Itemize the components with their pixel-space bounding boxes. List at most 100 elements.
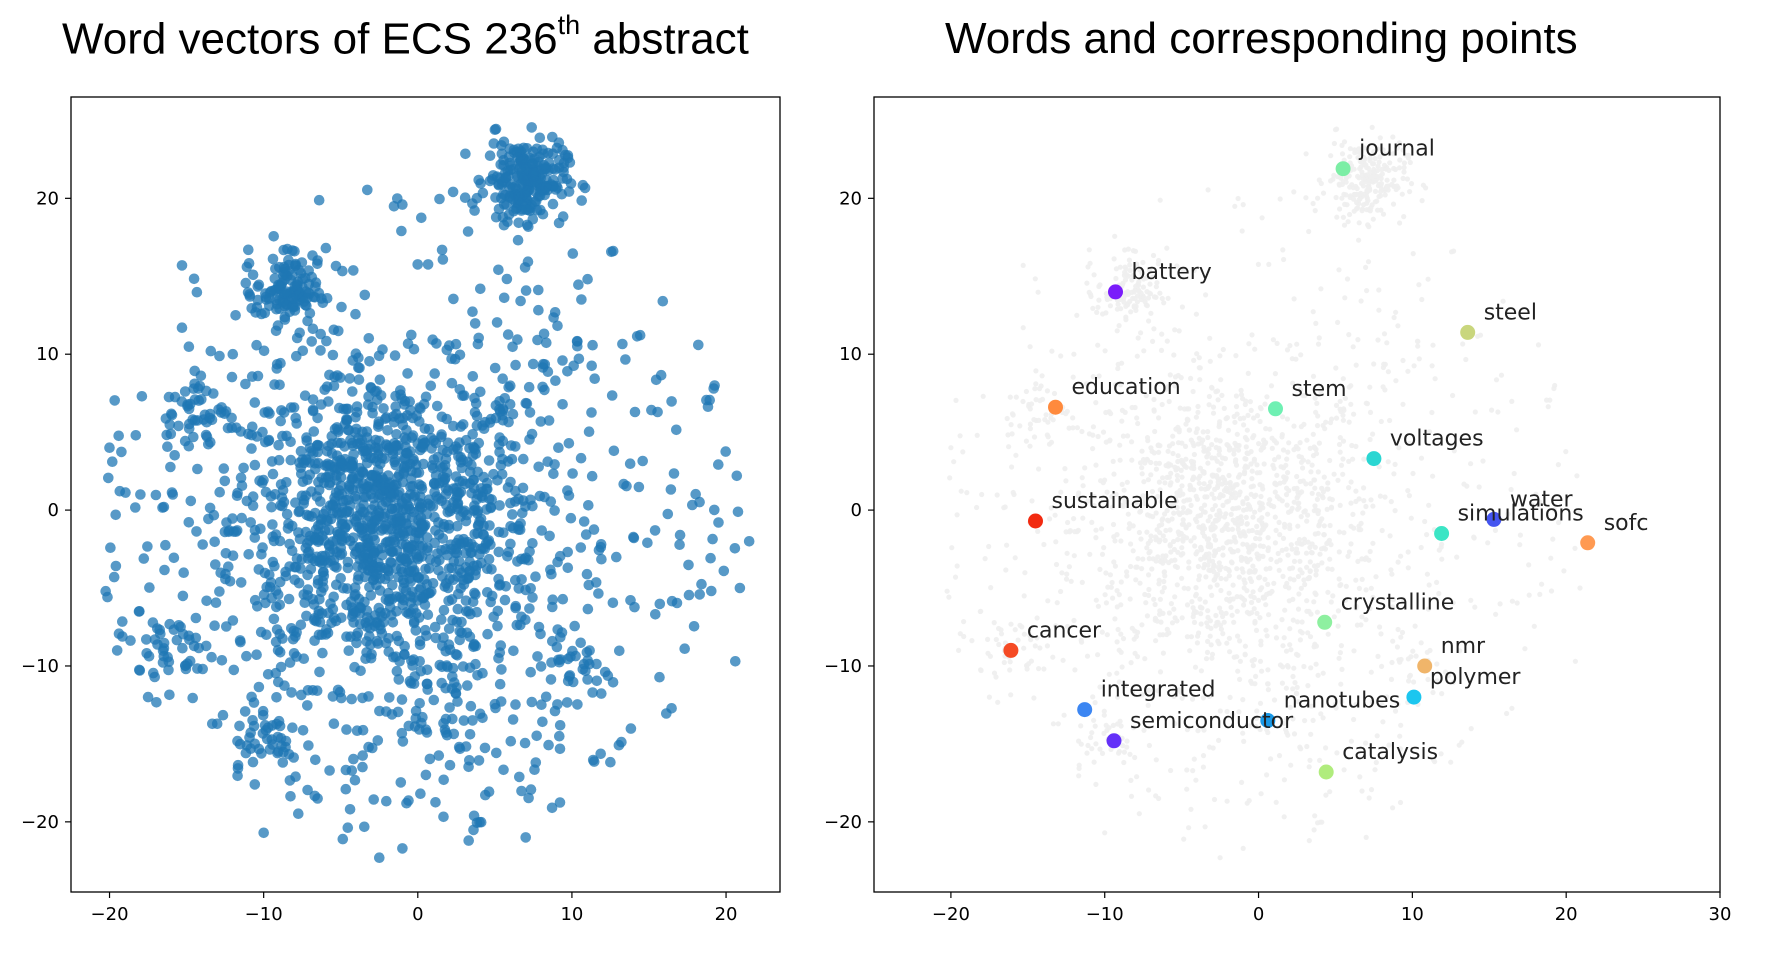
background-point <box>1563 449 1569 455</box>
scatter-point <box>577 179 589 191</box>
scatter-point <box>467 306 478 318</box>
background-point <box>985 636 991 643</box>
background-point <box>1434 678 1440 684</box>
background-point <box>1071 351 1077 357</box>
scatter-point <box>183 630 195 642</box>
background-point <box>1347 154 1353 160</box>
background-point <box>1045 434 1051 440</box>
background-point <box>1426 502 1432 508</box>
scatter-point <box>441 499 452 511</box>
background-point <box>1226 447 1232 453</box>
scatter-point <box>531 143 543 155</box>
background-point <box>1041 666 1047 672</box>
scatter-point <box>546 802 558 814</box>
background-point <box>1203 574 1209 580</box>
background-point <box>1207 335 1213 341</box>
background-point <box>1140 556 1146 562</box>
background-point <box>1297 558 1303 564</box>
scatter-point <box>523 221 534 232</box>
background-point <box>1373 759 1379 766</box>
background-point <box>1243 514 1249 521</box>
background-point <box>1415 343 1421 349</box>
background-point <box>1015 637 1021 643</box>
background-point <box>1238 594 1244 600</box>
background-point <box>1178 457 1184 463</box>
background-point <box>1396 165 1403 171</box>
background-point <box>1181 533 1187 539</box>
background-point <box>1111 256 1117 262</box>
background-point <box>1209 384 1215 390</box>
background-point <box>1316 335 1322 341</box>
scatter-point <box>183 517 195 528</box>
background-point <box>1339 181 1345 187</box>
background-point <box>1136 529 1142 536</box>
scatter-point <box>386 546 397 558</box>
background-point <box>1207 358 1213 364</box>
scatter-point <box>310 463 321 475</box>
background-point <box>1259 668 1265 674</box>
background-point <box>1298 514 1304 520</box>
background-point <box>1171 352 1177 358</box>
background-point <box>1205 624 1211 630</box>
background-point <box>1284 416 1290 422</box>
scatter-point <box>335 372 346 383</box>
background-point <box>1158 619 1164 625</box>
scatter-point <box>415 665 427 677</box>
background-point <box>1391 177 1397 183</box>
background-point <box>1150 252 1157 259</box>
scatter-point <box>399 395 411 407</box>
scatter-point <box>444 702 455 713</box>
scatter-point <box>432 400 443 412</box>
scatter-point <box>291 553 303 564</box>
background-point <box>1280 447 1287 453</box>
scatter-point <box>454 743 466 755</box>
scatter-point <box>279 314 291 325</box>
background-point <box>1416 356 1422 362</box>
background-point <box>1141 295 1147 301</box>
scatter-point <box>495 460 507 471</box>
background-point <box>1255 261 1261 267</box>
background-point <box>980 393 986 399</box>
background-point <box>1400 401 1406 407</box>
scatter-point <box>341 724 352 735</box>
background-point <box>1286 598 1292 604</box>
scatter-point <box>157 502 168 513</box>
scatter-point <box>450 649 462 660</box>
background-point <box>1124 738 1130 744</box>
background-point <box>1241 422 1247 428</box>
scatter-point <box>657 295 669 307</box>
scatter-point <box>607 597 619 609</box>
background-point <box>1132 754 1138 761</box>
scatter-point <box>368 794 380 805</box>
background-point <box>1197 596 1203 602</box>
scatter-point <box>246 443 257 454</box>
background-point <box>1340 471 1346 477</box>
background-point <box>1424 532 1430 538</box>
background-point <box>1085 742 1091 749</box>
right-1-axes-frame <box>873 96 1721 893</box>
scatter-point <box>397 599 409 611</box>
scatter-point <box>549 505 560 516</box>
background-point <box>1144 613 1150 619</box>
background-point <box>1329 497 1335 503</box>
scatter-point <box>395 777 407 788</box>
scatter-point <box>582 273 593 285</box>
scatter-point <box>533 304 544 316</box>
background-point <box>1179 695 1185 701</box>
background-point <box>996 625 1002 632</box>
background-point <box>1146 550 1152 556</box>
background-point <box>1167 527 1173 533</box>
background-point <box>1176 687 1182 693</box>
scatter-point <box>549 705 561 717</box>
background-point <box>1102 592 1108 598</box>
scatter-point <box>469 528 481 540</box>
background-point <box>1137 460 1144 466</box>
scatter-point <box>204 502 216 514</box>
background-point <box>1389 571 1395 577</box>
background-point <box>1271 438 1277 444</box>
background-point <box>1410 470 1416 477</box>
scatter-point <box>414 724 425 735</box>
background-point <box>1436 547 1442 553</box>
background-point <box>1379 186 1385 192</box>
background-point <box>1178 375 1184 381</box>
